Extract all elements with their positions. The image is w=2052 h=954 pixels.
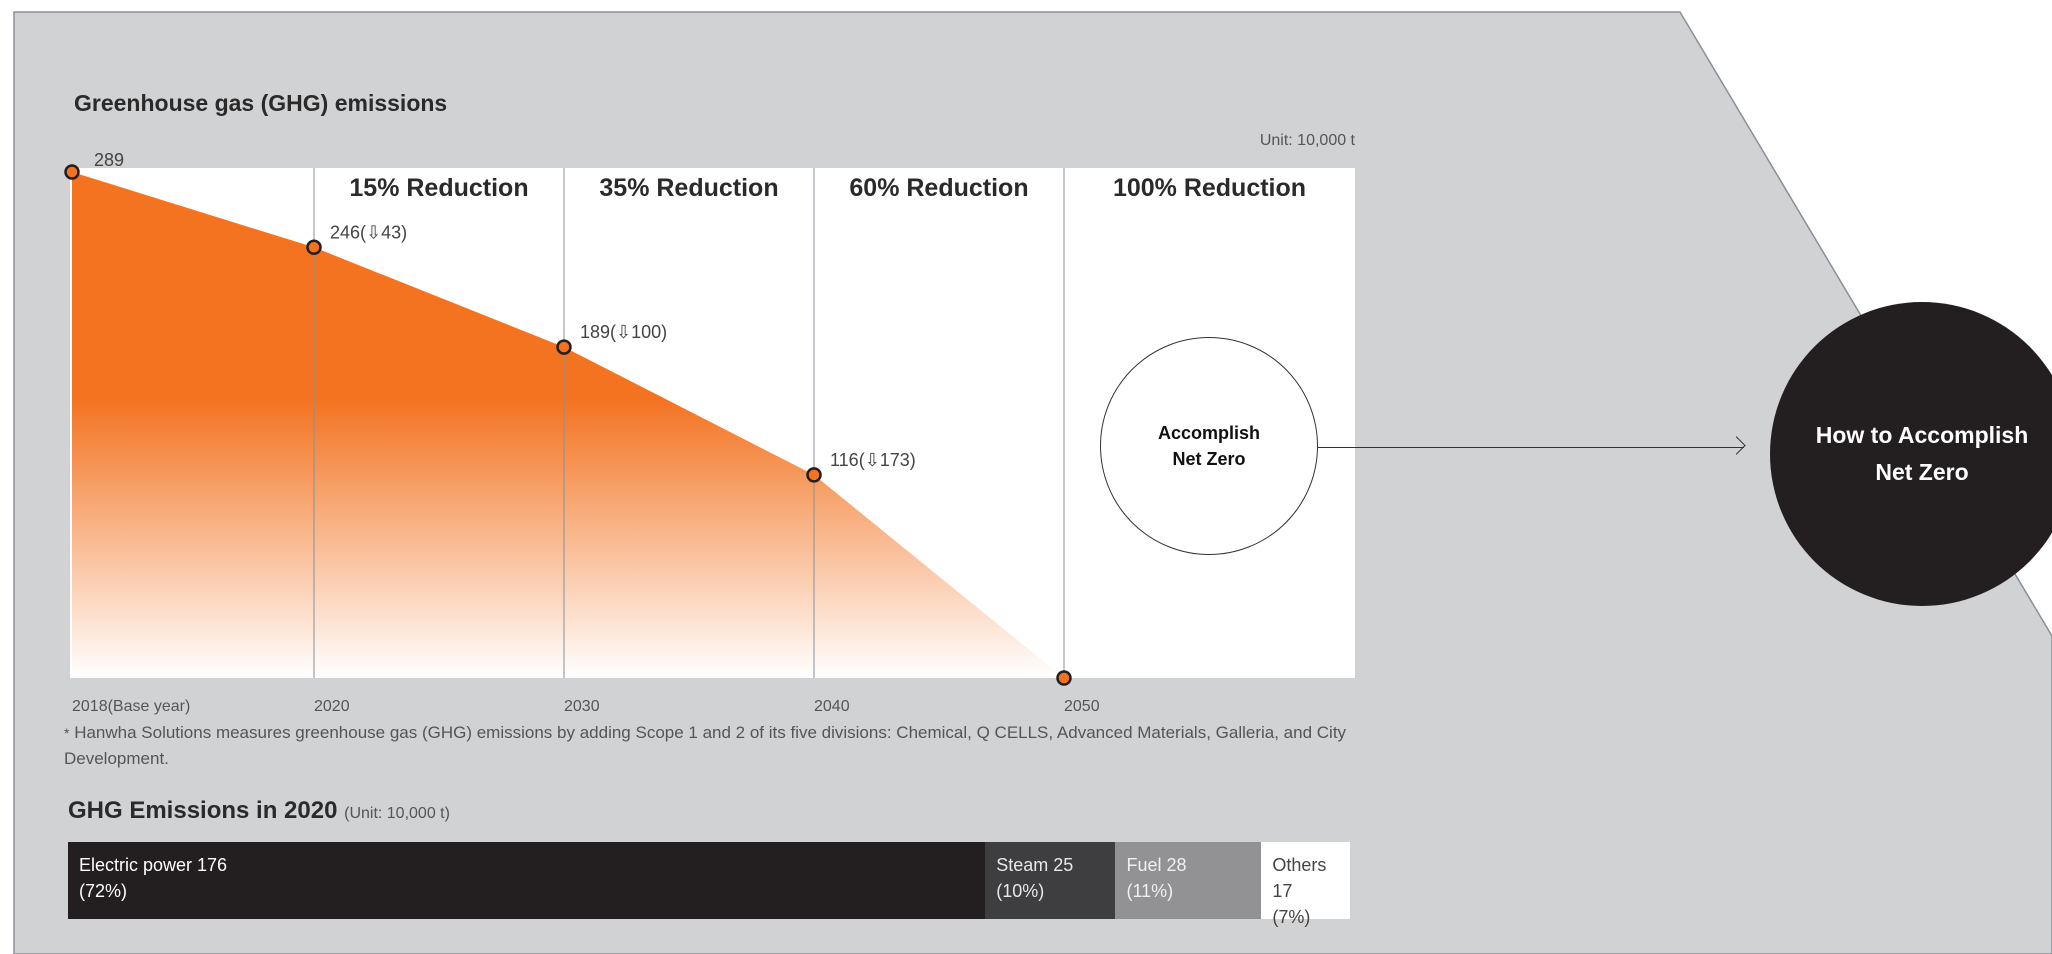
segment-label: Steam 25: [996, 855, 1074, 875]
breakdown-segment-others: Others 17 (7%): [1261, 842, 1350, 927]
data-point: [1056, 670, 1072, 686]
breakdown-title-text: GHG Emissions in 2020: [68, 797, 338, 824]
segment-label: Fuel 28: [1126, 855, 1187, 875]
segment-percent: (10%): [996, 881, 1045, 901]
emissions-area: [72, 172, 1064, 678]
reduction-label: 100% Reduction: [1113, 174, 1306, 202]
segment-percent: (7%): [1272, 907, 1311, 927]
reduction-label: 60% Reduction: [849, 174, 1028, 202]
x-tick-label: 2040: [814, 698, 850, 715]
how-to-label: How to Accomplish Net Zero: [1815, 422, 2029, 485]
data-point: [556, 339, 572, 355]
data-point: [306, 239, 322, 256]
data-label: 246(⇩43): [330, 222, 407, 242]
footnote-star: *: [64, 725, 70, 741]
net-zero-label: Accomplish Net Zero: [1157, 423, 1261, 469]
data-label: 189(⇩100): [580, 322, 667, 342]
breakdown-segment-electric-power: Electric power 176 (72%): [68, 842, 986, 919]
x-tick-label: 2020: [314, 698, 350, 715]
breakdown-unit: (Unit: 10,000 t): [344, 805, 450, 822]
x-tick-label: 2030: [564, 698, 600, 715]
connector-line: [1318, 447, 1744, 448]
unit-label: Unit: 10,000 t: [1259, 132, 1355, 149]
data-point: [806, 467, 822, 483]
segment-percent: (72%): [79, 881, 128, 901]
breakdown-segment-steam: Steam 25 (10%): [985, 842, 1116, 919]
net-zero-circle: Accomplish Net Zero: [1100, 337, 1318, 555]
segment-label: Others 17: [1272, 855, 1327, 901]
data-label: 289: [94, 150, 124, 170]
reduction-label: 35% Reduction: [599, 174, 778, 202]
breakdown-title: GHG Emissions in 2020 (Unit: 10,000 t): [68, 797, 450, 825]
data-label: 116(⇩173): [830, 450, 916, 470]
footnote-text: Hanwha Solutions measures greenhouse gas…: [64, 723, 1347, 768]
reduction-label: 15% Reduction: [349, 174, 528, 202]
how-to-circle: How to Accomplish Net Zero: [1770, 302, 2052, 606]
data-point: [64, 164, 80, 180]
footnote: * Hanwha Solutions measures greenhouse g…: [64, 720, 1356, 772]
chart-title: Greenhouse gas (GHG) emissions: [74, 90, 448, 116]
x-tick-label: 2018(Base year): [72, 698, 190, 715]
x-tick-label: 2050: [1064, 698, 1100, 715]
breakdown-segment-fuel: Fuel 28 (11%): [1115, 842, 1262, 919]
segment-label: Electric power 176: [79, 855, 228, 875]
segment-percent: (11%): [1126, 881, 1174, 901]
